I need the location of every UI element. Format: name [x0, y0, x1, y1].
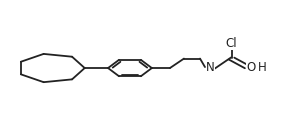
Text: Cl: Cl — [226, 37, 237, 50]
Text: O: O — [246, 61, 256, 74]
Text: H: H — [258, 61, 267, 74]
Text: N: N — [206, 61, 215, 74]
